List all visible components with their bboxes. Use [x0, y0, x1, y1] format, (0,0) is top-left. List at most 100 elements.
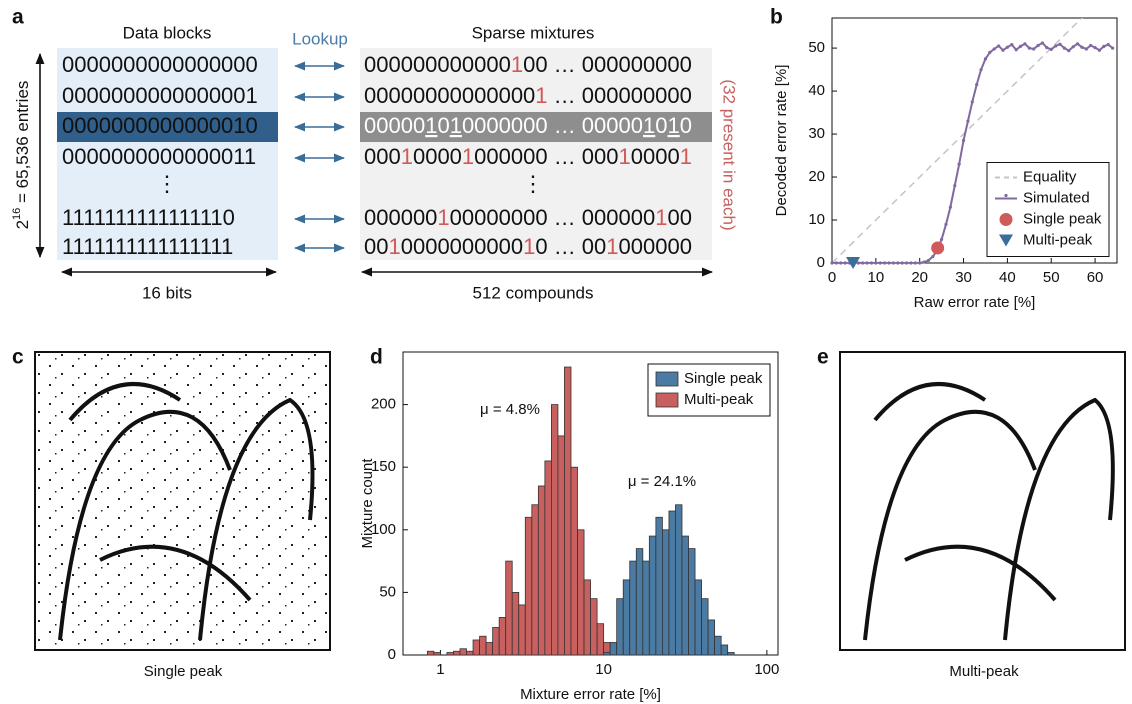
mixture-digits: 0000000 … 00000	[462, 113, 643, 138]
entries-base: 2	[13, 220, 32, 229]
x-tick-label: 1	[436, 661, 444, 678]
x-axis-label: Raw error rate [%]	[914, 294, 1036, 311]
histogram-bar	[446, 652, 454, 656]
x-tick-label: 20	[911, 269, 928, 286]
data-point	[1032, 47, 1036, 51]
data-point	[1075, 42, 1080, 46]
x-tick-label: 40	[999, 269, 1016, 286]
column-title: Sparse mixtures	[472, 23, 595, 42]
panel-label: c	[12, 346, 24, 369]
x-tick-label: 10	[868, 269, 885, 286]
mixture-row: 000001010000000 … 000001010	[364, 113, 692, 138]
histogram-bar	[537, 485, 546, 656]
data-point	[869, 261, 874, 265]
row-highlight	[360, 112, 712, 142]
mixture-digits: 00000000 … 000000	[450, 205, 656, 230]
mixture-digits: 0000	[413, 144, 462, 169]
mixture-digits: 0000	[631, 144, 680, 169]
data-point	[1036, 43, 1040, 48]
histogram-bar	[505, 560, 513, 656]
mixture-digits: 00000000000000	[364, 83, 535, 108]
histogram-bar	[616, 598, 624, 656]
histogram-bar	[629, 560, 637, 656]
histogram-bar	[466, 650, 474, 656]
present-compound: 1	[511, 52, 523, 77]
data-point	[1004, 193, 1008, 198]
entries-rest: = 65,536 entries	[13, 81, 32, 208]
data-point	[856, 261, 860, 265]
data-block: 1111111111111111	[62, 234, 233, 259]
legend-label: Multi-peak	[684, 391, 754, 408]
histogram-bar	[570, 466, 578, 656]
data-point	[997, 44, 1001, 48]
legend-label: Single peak	[684, 370, 763, 387]
plot-frame	[831, 17, 1118, 264]
data-point	[983, 57, 988, 61]
legend-label: Multi-peak	[1023, 231, 1093, 248]
legend-label: Equality	[1023, 168, 1077, 185]
y-tick-label: 50	[379, 583, 396, 600]
data-point	[957, 162, 961, 166]
mixture-digits: 0 … 00	[535, 234, 606, 259]
presence-note: (32 present in each)	[720, 79, 739, 230]
x-tick-label: 0	[828, 269, 836, 286]
mixture-row: 001000000000010 … 001000000	[364, 234, 692, 259]
data-point	[944, 222, 948, 226]
present-compound: 1	[668, 113, 680, 138]
x-tick-label: 100	[754, 661, 779, 678]
data-point	[904, 261, 909, 265]
present-compound: 1	[680, 144, 692, 169]
mixture-digits: 000000	[619, 234, 692, 259]
data-point	[953, 184, 957, 188]
histogram-bar	[544, 460, 552, 656]
data-point	[970, 100, 974, 104]
mixture-digits: 000000000000	[364, 52, 511, 77]
histogram-bar	[583, 579, 591, 656]
histogram-bar	[492, 627, 500, 656]
histogram-bar	[550, 404, 559, 656]
data-point	[1106, 43, 1110, 47]
data-block: ⋮	[156, 171, 178, 196]
histogram-bar	[524, 516, 533, 656]
y-axis-label: Decoded error rate [%]	[773, 65, 790, 217]
data-point	[1111, 46, 1115, 50]
histogram-bar	[479, 635, 487, 656]
data-point	[839, 261, 843, 265]
annotation: μ = 4.8%	[480, 401, 540, 418]
data-point	[1027, 46, 1031, 50]
data-block: 0000000000000001	[62, 83, 258, 108]
diagram: Data blocks Sparse mixtures Lookup 16 bi…	[11, 23, 739, 302]
histogram-bar	[701, 598, 709, 656]
y-tick-label: 200	[371, 396, 396, 413]
histogram-bar	[675, 504, 683, 656]
histogram-bar	[635, 548, 644, 656]
data-point	[1062, 46, 1066, 50]
mixture-digits: 00	[364, 234, 388, 259]
data-point	[909, 261, 913, 265]
data-block: 1111111111111110	[62, 205, 235, 230]
mixture-row: 000100001000000 … 000100001	[364, 144, 692, 169]
entries-label: 216 = 65,536 entries	[11, 81, 33, 230]
histogram-bar	[596, 623, 605, 656]
data-point	[1080, 45, 1084, 49]
data-point	[992, 47, 996, 51]
data-point	[883, 261, 887, 265]
data-point	[1014, 48, 1018, 52]
present-compound: 1	[619, 144, 631, 169]
histogram-bar	[590, 598, 598, 656]
image-placeholder	[34, 351, 331, 651]
data-point	[975, 83, 979, 87]
data-point	[999, 234, 1013, 247]
data-point	[1067, 49, 1071, 53]
histogram-bar	[426, 650, 435, 656]
data-block: 0000000000000010	[62, 113, 258, 138]
data-point	[926, 258, 931, 263]
image-panel	[34, 351, 1126, 651]
mixture-digits: 0	[655, 113, 667, 138]
data-point	[1084, 47, 1088, 51]
present-compound: 1	[655, 205, 667, 230]
row-highlight	[57, 112, 278, 142]
data-point	[1102, 44, 1106, 48]
mixture-table-bg	[360, 48, 712, 260]
